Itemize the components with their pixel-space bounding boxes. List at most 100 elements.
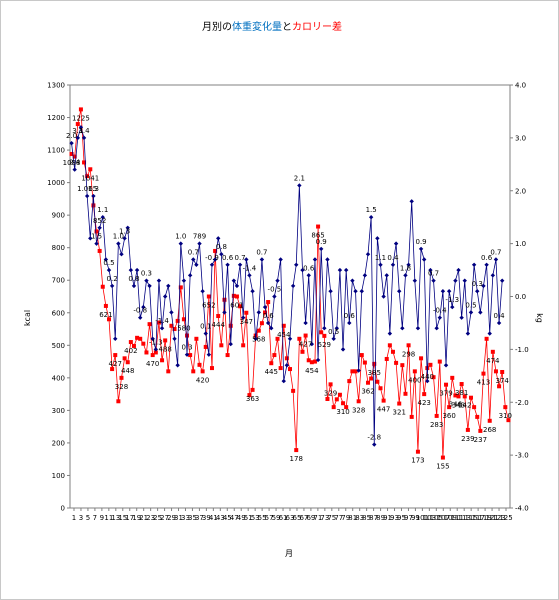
kcal-point [419, 356, 424, 361]
kg-data-label: 0.6 [481, 254, 493, 262]
kg-point [459, 315, 464, 320]
kcal-point [447, 405, 452, 410]
kg-point [169, 310, 174, 315]
x-tick-label: 49 [237, 514, 246, 522]
kg-point [309, 341, 315, 347]
left-tick-label: 500 [52, 342, 65, 350]
kg-point [484, 262, 489, 267]
kcal-data-label: 178 [290, 455, 303, 463]
kg-point [425, 378, 430, 384]
kcal-point [316, 224, 321, 229]
kg-point [69, 140, 74, 146]
kcal-point [412, 369, 417, 374]
kg-point [331, 336, 336, 341]
kg-data-label: -1.4 [243, 264, 257, 272]
kg-point [162, 294, 168, 299]
kcal-point [291, 388, 296, 393]
x-tick-label: 35 [188, 514, 197, 522]
x-tick-label: 31 [174, 514, 183, 522]
kcal-data-label: 448 [121, 367, 134, 375]
kcal-point [197, 362, 202, 367]
kg-data-label: 1.0 [113, 233, 124, 241]
kg-point [393, 241, 399, 246]
kg-data-label: 0.3 [503, 0, 514, 2]
kg-data-label: 789 [193, 233, 206, 241]
x-tick-label: 57 [265, 514, 274, 522]
x-tick-label: 113 [458, 514, 471, 522]
kcal-data-label: 488 [158, 345, 171, 353]
kcal-data-label: 601 [230, 302, 243, 310]
x-tick-label: 83 [355, 514, 364, 522]
kg-point [106, 267, 112, 273]
kg-point [240, 315, 246, 320]
left-tick-label: 200 [52, 439, 65, 447]
kg-point [144, 278, 149, 283]
right-tick-label: 2.0 [515, 187, 526, 195]
kg-point [328, 289, 333, 294]
kg-point [375, 236, 380, 241]
kcal-point [241, 343, 246, 348]
kg-point [359, 289, 364, 294]
kg-point [247, 273, 252, 278]
x-tick-label: 101 [416, 514, 429, 522]
kg-point [256, 310, 261, 315]
kg-data-label: 0.6 [222, 254, 234, 262]
kg-data-label: 0.7 [235, 254, 246, 262]
kcal-point [294, 448, 299, 453]
x-tick-label: 21 [139, 514, 148, 522]
kcal-point [353, 369, 358, 374]
x-tick-label: 77 [334, 514, 343, 522]
kcal-point [281, 323, 286, 328]
kg-data-label: 0.6 [344, 312, 356, 320]
kg-point [287, 336, 293, 341]
kg-point [387, 331, 393, 336]
chart-title-part-3: カロリー差 [292, 20, 342, 33]
kcal-point [97, 248, 102, 253]
kcal-data-label: 362 [361, 388, 374, 396]
kcal-point [263, 310, 268, 315]
kg-point [340, 347, 346, 352]
kcal-data-label: 343 [452, 401, 465, 409]
x-tick-label: 103 [423, 514, 436, 522]
kcal-point [259, 321, 264, 326]
kg-point [72, 167, 77, 172]
x-tick-label: 45 [223, 514, 232, 522]
kcal-point [366, 380, 371, 385]
kg-point [462, 278, 467, 283]
kg-point [91, 193, 96, 199]
kg-point [134, 267, 140, 273]
kcal-point [75, 122, 80, 127]
kg-data-label: 2.4 [69, 159, 81, 167]
kg-point [294, 262, 299, 267]
kcal-point [312, 359, 317, 364]
kcal-point [156, 320, 161, 325]
kg-point [153, 347, 159, 352]
right-tick-label: -4.0 [515, 505, 529, 513]
kcal-point [107, 317, 112, 322]
x-tick-label: 67 [299, 514, 308, 522]
kcal-data-label: 470 [146, 360, 159, 368]
kcal-data-label: 328 [115, 383, 128, 391]
kcal-point [144, 350, 149, 355]
kg-data-label: -1.4 [155, 317, 169, 325]
kg-point [487, 331, 492, 336]
kcal-data-label: 427 [109, 360, 122, 368]
kcal-point [85, 174, 90, 179]
kg-point [200, 289, 205, 294]
left-tick-label: 0 [61, 505, 65, 513]
kg-point [100, 214, 105, 220]
kg-point [219, 252, 224, 257]
kg-data-label: 2.0 [66, 132, 77, 140]
kcal-point [322, 333, 327, 338]
kcal-point [110, 367, 115, 372]
kcal-point [219, 343, 224, 348]
kg-data-label: -0.4 [433, 307, 447, 315]
kcal-point [119, 375, 124, 380]
kcal-point [375, 379, 380, 384]
kg-point [184, 352, 190, 357]
kcal-data-label: 360 [442, 412, 455, 420]
x-tick-label: 95 [397, 514, 406, 522]
left-tick-label: 300 [52, 407, 65, 415]
kg-data-label: 1.0 [175, 233, 186, 241]
